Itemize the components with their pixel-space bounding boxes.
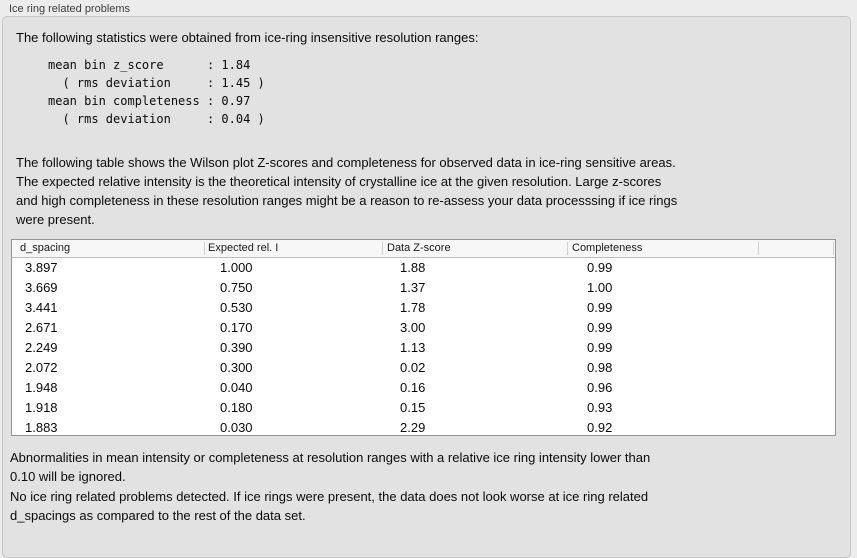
- cell-data-z-score: 2.29: [400, 420, 426, 435]
- cell-data-z-score: 1.78: [400, 300, 426, 315]
- panel-title: Ice ring related problems: [9, 3, 131, 15]
- stats-block: mean bin z_score : 1.84 ( rms deviation …: [48, 58, 265, 126]
- cell-expected-rel-i: 0.030: [220, 420, 253, 435]
- table-row[interactable]: 1.918 0.180 0.15 0.93: [12, 398, 835, 418]
- cell-completeness: 0.92: [587, 420, 613, 435]
- cell-d-spacing: 3.669: [25, 280, 58, 295]
- column-header-completeness[interactable]: Completeness: [572, 242, 643, 254]
- intro-text: The following statistics were obtained f…: [16, 30, 479, 45]
- cell-d-spacing: 1.883: [25, 420, 58, 435]
- table-body: 3.897 1.000 1.88 0.99 3.669 0.750 1.37 1…: [12, 258, 835, 438]
- cell-d-spacing: 1.948: [25, 380, 58, 395]
- column-divider: [204, 242, 205, 255]
- description-text: The following table shows the Wilson plo…: [16, 155, 678, 227]
- cell-d-spacing: 2.249: [25, 340, 58, 355]
- cell-d-spacing: 2.072: [25, 360, 58, 375]
- cell-completeness: 0.99: [587, 320, 613, 335]
- cell-expected-rel-i: 0.170: [220, 320, 253, 335]
- table-row[interactable]: 2.072 0.300 0.02 0.98: [12, 358, 835, 378]
- cell-expected-rel-i: 0.040: [220, 380, 253, 395]
- cell-d-spacing: 3.441: [25, 300, 58, 315]
- column-header-d-spacing[interactable]: d_spacing: [20, 242, 71, 254]
- ice-ring-panel: The following statistics were obtained f…: [2, 16, 851, 558]
- cell-expected-rel-i: 0.530: [220, 300, 253, 315]
- ice-ring-table: d_spacing Expected rel. I Data Z-score C…: [11, 239, 836, 436]
- cell-data-z-score: 1.13: [400, 340, 426, 355]
- column-divider: [833, 242, 834, 255]
- cell-d-spacing: 3.897: [25, 260, 58, 275]
- table-row[interactable]: 1.883 0.030 2.29 0.92: [12, 418, 835, 438]
- cell-completeness: 0.99: [587, 340, 613, 355]
- column-divider: [382, 242, 383, 255]
- cell-d-spacing: 1.918: [25, 400, 58, 415]
- table-row[interactable]: 1.948 0.040 0.16 0.96: [12, 378, 835, 398]
- column-header-expected-rel-i[interactable]: Expected rel. I: [208, 242, 279, 254]
- cell-completeness: 0.96: [587, 380, 613, 395]
- column-divider: [567, 242, 568, 255]
- cell-data-z-score: 0.15: [400, 400, 426, 415]
- cell-data-z-score: 1.88: [400, 260, 426, 275]
- cell-completeness: 1.00: [587, 280, 613, 295]
- cell-expected-rel-i: 0.390: [220, 340, 253, 355]
- table-row[interactable]: 2.671 0.170 3.00 0.99: [12, 318, 835, 338]
- column-header-data-z-score[interactable]: Data Z-score: [387, 242, 451, 254]
- cell-expected-rel-i: 1.000: [220, 260, 253, 275]
- cell-completeness: 0.99: [587, 300, 613, 315]
- table-row[interactable]: 3.441 0.530 1.78 0.99: [12, 298, 835, 318]
- cell-data-z-score: 0.02: [400, 360, 426, 375]
- table-header-row: d_spacing Expected rel. I Data Z-score C…: [12, 240, 835, 258]
- cell-completeness: 0.99: [587, 260, 613, 275]
- cell-data-z-score: 0.16: [400, 380, 426, 395]
- cell-expected-rel-i: 0.300: [220, 360, 253, 375]
- cell-expected-rel-i: 0.750: [220, 280, 253, 295]
- cell-data-z-score: 1.37: [400, 280, 426, 295]
- table-row[interactable]: 3.897 1.000 1.88 0.99: [12, 258, 835, 278]
- ignore-note: Abnormalities in mean intensity or compl…: [10, 450, 651, 484]
- column-divider: [758, 242, 759, 255]
- table-row[interactable]: 3.669 0.750 1.37 1.00: [12, 278, 835, 298]
- conclusion-text: No ice ring related problems detected. I…: [10, 489, 649, 523]
- cell-completeness: 0.93: [587, 400, 613, 415]
- cell-data-z-score: 3.00: [400, 320, 426, 335]
- cell-completeness: 0.98: [587, 360, 613, 375]
- cell-expected-rel-i: 0.180: [220, 400, 253, 415]
- cell-d-spacing: 2.671: [25, 320, 58, 335]
- table-row[interactable]: 2.249 0.390 1.13 0.99: [12, 338, 835, 358]
